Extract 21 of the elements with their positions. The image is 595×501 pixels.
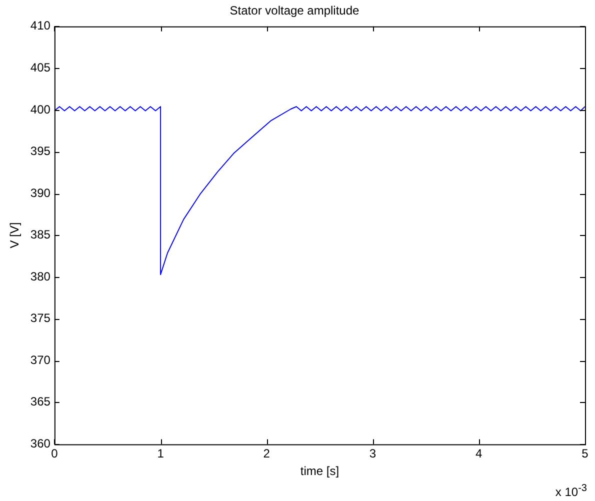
y-tick-label: 405 bbox=[30, 60, 51, 74]
x-tick-label: 3 bbox=[369, 446, 376, 461]
y-tick-label: 390 bbox=[30, 186, 51, 200]
y-tick-label: 365 bbox=[30, 394, 51, 409]
y-tick-label: 360 bbox=[30, 436, 51, 451]
x-tick-label: 1 bbox=[157, 446, 164, 461]
x-tick-label: 0 bbox=[51, 446, 58, 461]
y-tick-label: 385 bbox=[30, 228, 51, 242]
chart-title: Stator voltage amplitude bbox=[230, 4, 360, 18]
y-axis-title: V [V] bbox=[8, 222, 22, 248]
y-tick-label: 370 bbox=[30, 352, 51, 367]
text: x 10$^{-3}$ bbox=[555, 483, 587, 499]
x-tick-label: 2 bbox=[263, 446, 270, 461]
y-tick-label: 380 bbox=[30, 269, 51, 284]
y-tick-label: 395 bbox=[30, 144, 51, 158]
x-tick-label: 5 bbox=[582, 446, 589, 461]
x-axis-title: time [s] bbox=[300, 464, 340, 478]
y-tick-label: 400 bbox=[30, 102, 51, 116]
y-tick-label: 410 bbox=[30, 18, 51, 33]
y-tick-label: 375 bbox=[30, 311, 51, 326]
x-tick-label: 4 bbox=[476, 446, 483, 461]
